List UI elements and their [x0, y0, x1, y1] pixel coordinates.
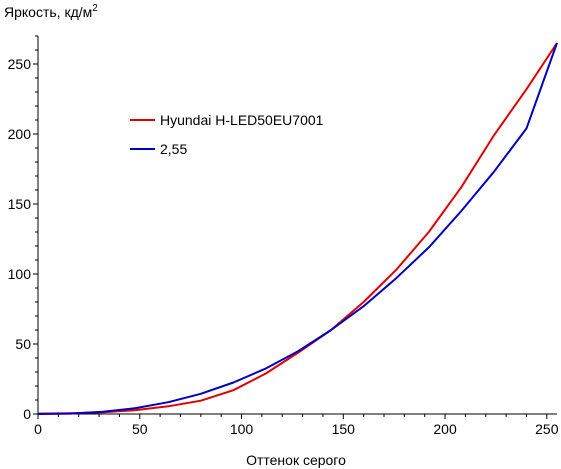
legend-label-1: Hyundai H-LED50EU7001 — [160, 112, 324, 128]
y-tick-label: 150 — [8, 196, 32, 212]
y-axis-title: Яркость, кд/м2 — [4, 3, 98, 20]
x-tick-label: 150 — [332, 421, 356, 437]
x-tick-label: 250 — [535, 421, 559, 437]
x-tick-label: 200 — [433, 421, 457, 437]
axes: 0 50 100 150 200 250 0 50 100 150 200 250 — [8, 35, 559, 437]
x-tick-label: 0 — [34, 421, 42, 437]
series-line-2 — [37, 42, 558, 415]
series-lines — [37, 42, 558, 415]
y-tick-label: 50 — [15, 336, 31, 352]
y-tick-label: 0 — [23, 406, 31, 422]
x-axis-title: Оттенок серого — [246, 452, 346, 468]
x-tick-label: 100 — [230, 421, 254, 437]
y-axis-title-text: Яркость, кд/м — [4, 4, 92, 20]
series-line-1 — [37, 42, 558, 415]
y-tick-label: 100 — [8, 266, 32, 282]
legend: Hyundai H-LED50EU7001 2,55 — [130, 112, 324, 157]
y-axis-title-superscript: 2 — [92, 3, 98, 14]
x-tick-label: 50 — [132, 421, 148, 437]
legend-label-2: 2,55 — [160, 141, 187, 157]
y-tick-label: 250 — [8, 56, 32, 72]
y-tick-label: 200 — [8, 126, 32, 142]
